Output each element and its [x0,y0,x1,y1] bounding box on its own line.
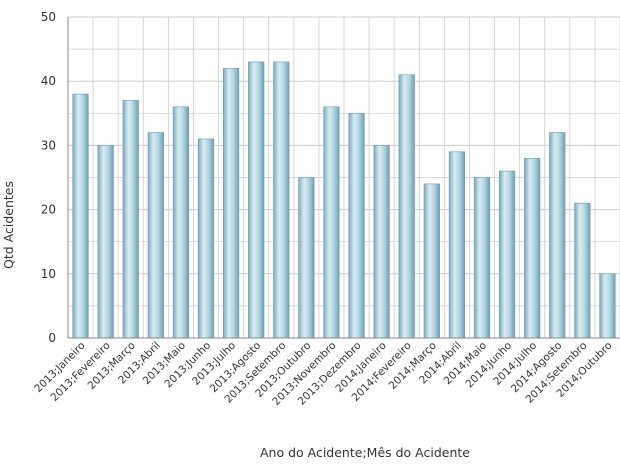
bar [72,93,89,339]
bar [549,132,566,339]
y-tick-label: 50 [41,10,56,24]
bar [172,106,189,339]
bar [147,132,164,339]
bar [423,183,440,339]
bar [448,151,465,339]
y-axis-title: Qtd Acidentes [1,181,16,269]
bar [373,145,390,339]
bar [499,170,516,339]
bar [398,74,415,339]
bar [273,61,290,339]
bar [298,177,315,339]
bar [122,100,139,339]
axes [67,17,620,339]
bar [323,106,340,339]
x-axis-title: Ano do Acidente;Mês do Acidente [260,445,470,460]
bar [197,138,215,339]
bars-group [72,61,616,339]
y-tick-label: 30 [41,138,56,152]
bar [97,145,114,339]
bar [574,202,591,339]
bar [599,273,616,339]
y-tick-label: 40 [41,74,56,88]
x-tick-labels: 2013;Janeiro2013;Fevereiro2013;Março2013… [32,340,614,408]
bar [348,113,365,339]
y-tick-label: 20 [41,203,56,217]
y-tick-label: 10 [41,267,56,281]
bar [524,157,541,339]
y-tick-labels: 0 10 20 30 40 50 [41,10,56,345]
y-tick-label: 0 [48,331,56,345]
bar [223,68,240,339]
bar [473,177,491,339]
bar [248,61,265,339]
